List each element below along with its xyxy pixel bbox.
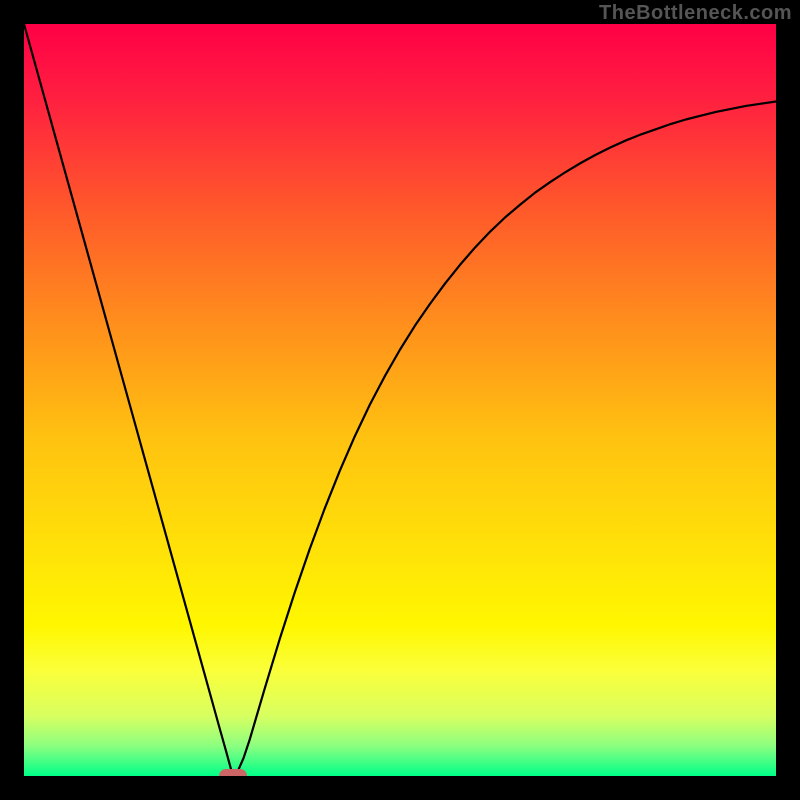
chart-container: TheBottleneck.com bbox=[0, 0, 800, 800]
plot-background bbox=[24, 24, 776, 776]
bottleneck-chart bbox=[0, 0, 800, 800]
watermark-text: TheBottleneck.com bbox=[599, 2, 792, 25]
